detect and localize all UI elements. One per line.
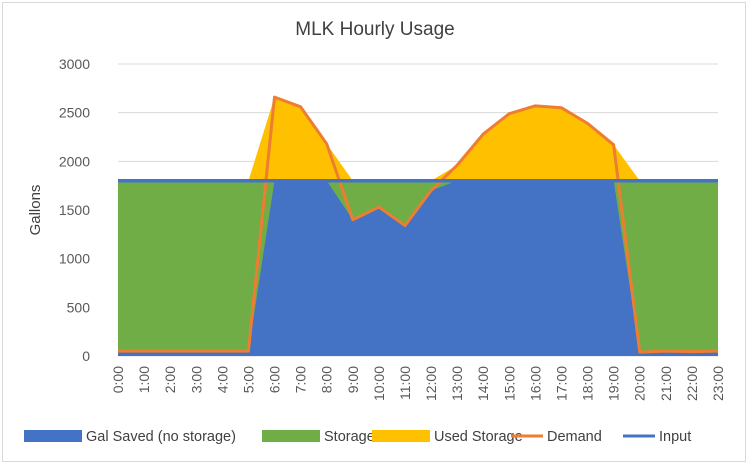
y-axis-label: Gallons (27, 185, 44, 236)
y-tick-label: 500 (67, 299, 91, 315)
legend-label-storage: Storage (324, 429, 375, 445)
chart-title: MLK Hourly Usage (295, 19, 454, 40)
legend: Gal Saved (no storage) Storage Used Storag… (24, 429, 691, 445)
x-tick-label: 0:00 (110, 366, 126, 393)
legend-label-gal-saved-no-storage: Gal Saved (no storage) (86, 429, 236, 445)
y-tick-label: 3000 (59, 56, 90, 72)
x-tick-label: 21:00 (658, 366, 674, 401)
series-areas (118, 97, 718, 357)
legend-swatch-storage (262, 430, 320, 442)
y-tick-label: 1000 (59, 251, 90, 267)
x-tick-label: 16:00 (527, 366, 543, 401)
legend-swatch-gal-saved-no-storage (24, 430, 82, 442)
x-tick-label: 5:00 (240, 366, 256, 393)
x-tick-label: 6:00 (267, 366, 283, 393)
area-gal-saved-no-storage (118, 180, 718, 356)
y-tick-label: 2500 (59, 105, 90, 121)
x-tick-label: 10:00 (371, 366, 387, 401)
x-tick-label: 13:00 (449, 366, 465, 401)
x-tick-label: 14:00 (475, 366, 491, 401)
x-tick-labels: 0:00 1:00 2:00 3:00 4:00 5:00 6:00 7:00 8:00 9:00… (110, 366, 726, 401)
x-tick-label: 15:00 (501, 366, 517, 401)
x-tick-label: 23:00 (710, 366, 726, 401)
legend-label-used-storage: Used Storage (434, 429, 523, 445)
x-tick-label: 22:00 (684, 366, 700, 401)
x-tick-label: 2:00 (162, 366, 178, 393)
x-tick-label: 3:00 (188, 366, 204, 393)
legend-swatch-used-storage (372, 430, 430, 442)
x-tick-label: 8:00 (319, 366, 335, 393)
x-tick-label: 7:00 (293, 366, 309, 393)
x-tick-label: 19:00 (606, 366, 622, 401)
legend-label-demand: Demand (547, 429, 602, 445)
x-tick-label: 1:00 (136, 366, 152, 393)
x-tick-label: 18:00 (580, 366, 596, 401)
y-tick-labels: 0 500 1000 1500 2000 2500 3000 (59, 56, 90, 364)
y-tick-label: 0 (82, 348, 90, 364)
y-tick-label: 1500 (59, 202, 90, 218)
x-tick-label: 12:00 (423, 366, 439, 401)
x-tick-label: 9:00 (345, 366, 361, 393)
legend-label-input: Input (659, 429, 691, 445)
x-tick-label: 4:00 (214, 366, 230, 393)
x-tick-label: 20:00 (632, 366, 648, 401)
y-tick-label: 2000 (59, 153, 90, 169)
x-tick-label: 11:00 (397, 366, 413, 400)
x-tick-label: 17:00 (553, 366, 569, 401)
series-lines (118, 95, 719, 354)
